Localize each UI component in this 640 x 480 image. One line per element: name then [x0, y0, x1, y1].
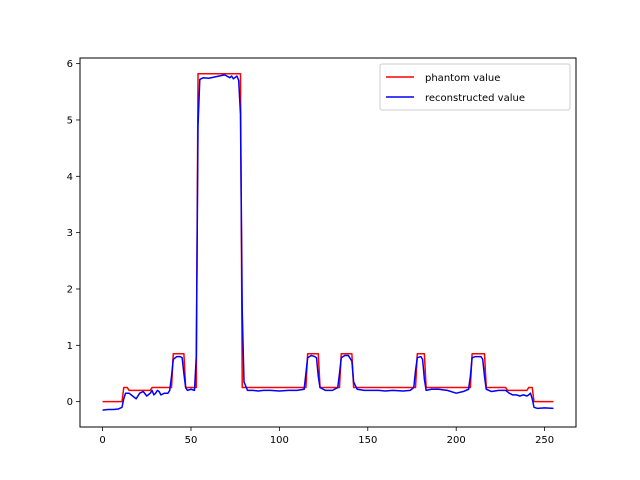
- x-tick-label-4: 200: [447, 435, 466, 446]
- legend-label-0: phantom value: [425, 73, 500, 84]
- x-tick-label-5: 250: [535, 435, 554, 446]
- y-tick-label-1: 1: [67, 341, 73, 352]
- x-tick-label-0: 0: [99, 435, 105, 446]
- y-axis: 0 1 2 3 4 5 6: [67, 59, 80, 408]
- y-tick-label-6: 6: [67, 59, 73, 70]
- legend-box: [379, 63, 571, 111]
- x-tick-label-1: 50: [185, 435, 198, 446]
- x-axis: 0 50 100 150 200 250: [99, 427, 554, 446]
- legend-label-1: reconstructed value: [425, 93, 525, 104]
- axes-frame: [79, 57, 577, 428]
- x-tick-label-2: 100: [270, 435, 289, 446]
- y-tick-label-2: 2: [67, 284, 73, 295]
- legend: phantom value reconstructed value: [379, 63, 571, 111]
- y-tick-label-5: 5: [67, 115, 73, 126]
- series-line-0: [102, 73, 554, 403]
- x-tick-label-3: 150: [358, 435, 377, 446]
- plot-area: [102, 73, 554, 411]
- y-tick-label-3: 3: [67, 228, 73, 239]
- series-line-1: [102, 74, 554, 411]
- y-tick-label-0: 0: [67, 397, 73, 408]
- y-tick-label-4: 4: [67, 172, 73, 183]
